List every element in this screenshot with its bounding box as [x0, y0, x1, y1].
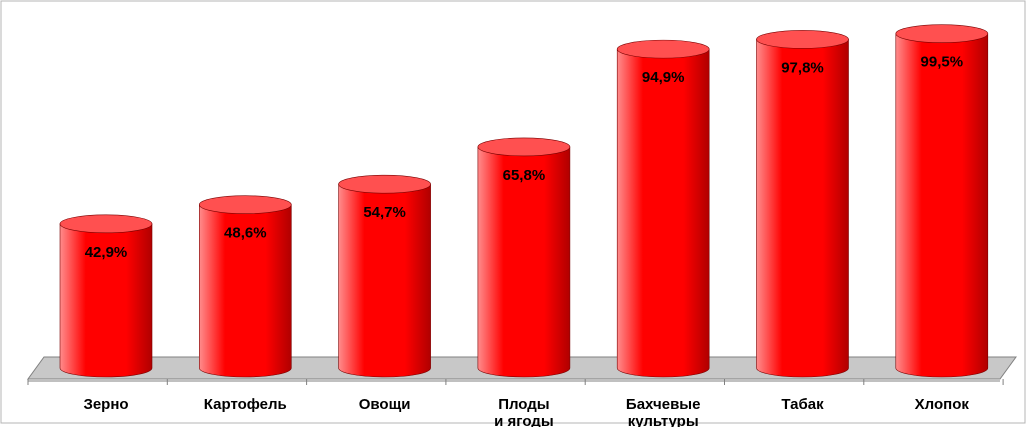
x-tick-label: Плоды и ягоды: [494, 396, 554, 427]
bar: 65,8%: [477, 137, 571, 378]
x-tick-label: Хлопок: [915, 396, 970, 413]
data-label: 99,5%: [921, 54, 964, 71]
bar-body: [477, 146, 571, 378]
bar-top-cap: [338, 174, 431, 194]
bar: 48,6%: [199, 195, 292, 378]
bar-body: [895, 33, 989, 378]
data-label: 65,8%: [503, 167, 546, 184]
x-tick-label: Картофель: [204, 396, 287, 413]
data-label: 42,9%: [85, 244, 128, 261]
bar-body: [338, 183, 431, 378]
bar-top-cap: [895, 24, 989, 43]
bar-top-cap: [756, 30, 849, 49]
x-tick-label: Бахчевые культуры: [626, 396, 701, 427]
x-tick-label: Овощи: [359, 396, 411, 413]
bar-body: [59, 223, 153, 378]
x-tick-label: Табак: [781, 396, 824, 413]
data-label: 54,7%: [363, 204, 406, 221]
bar-top-cap: [616, 39, 710, 59]
bar-top-cap: [477, 137, 571, 157]
data-label: 94,9%: [642, 69, 685, 86]
data-label: 48,6%: [224, 225, 267, 242]
bar: 94,9%: [616, 39, 710, 378]
bar-body: [616, 48, 710, 378]
x-tick-label: Зерно: [83, 396, 128, 413]
bar: 54,7%: [338, 174, 431, 378]
bar: 99,5%: [895, 24, 989, 378]
bar-body: [756, 39, 849, 378]
data-label: 97,8%: [781, 59, 824, 76]
bar: 42,9%: [59, 214, 153, 378]
bar-top-cap: [59, 214, 153, 234]
bar-body: [199, 204, 292, 378]
bar-top-cap: [199, 195, 292, 215]
bar: 97,8%: [756, 30, 849, 378]
